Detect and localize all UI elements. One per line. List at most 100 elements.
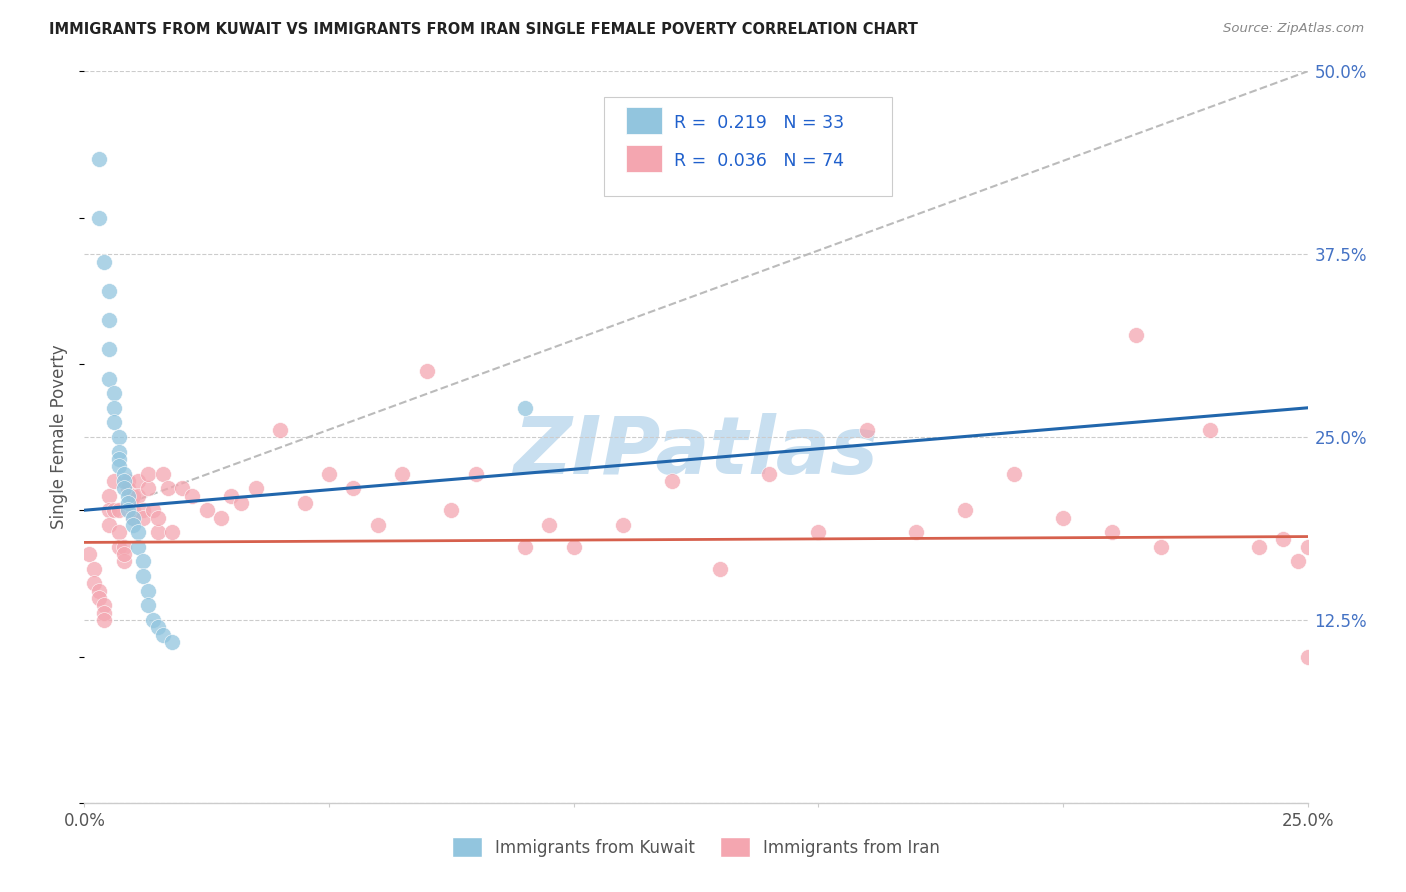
Point (127, 474, 149, 488)
Point (97, 371, 120, 385)
Point (103, 474, 125, 488)
Point (107, 459, 129, 474)
Point (162, 635, 184, 649)
FancyBboxPatch shape (626, 145, 662, 171)
Point (117, 474, 139, 488)
Point (122, 503, 145, 517)
Point (464, 467, 486, 481)
Point (112, 547, 135, 561)
Point (136, 481, 159, 495)
Point (294, 496, 316, 510)
Point (97, 489, 120, 503)
Point (107, 452, 129, 467)
Point (97, 284, 120, 298)
Point (142, 503, 165, 517)
Point (219, 489, 242, 503)
Point (513, 401, 536, 415)
Text: Source: ZipAtlas.com: Source: ZipAtlas.com (1223, 22, 1364, 36)
Point (209, 510, 232, 524)
Point (93, 599, 115, 613)
Point (172, 481, 194, 495)
Point (1296, 649, 1319, 664)
Point (122, 510, 145, 524)
Point (152, 467, 174, 481)
Point (122, 510, 145, 524)
Point (416, 364, 439, 378)
Point (152, 627, 174, 641)
Point (538, 517, 561, 532)
Point (856, 423, 879, 437)
Point (122, 489, 145, 503)
Point (107, 444, 129, 458)
Point (1198, 423, 1220, 437)
Point (1002, 467, 1025, 481)
Point (117, 481, 139, 495)
Point (562, 540, 585, 554)
Point (103, 416, 125, 430)
Point (146, 620, 169, 634)
Text: ZIPatlas: ZIPatlas (513, 413, 879, 491)
Point (146, 510, 169, 524)
Point (612, 517, 634, 532)
Point (953, 503, 976, 517)
Point (87, 591, 110, 605)
Point (117, 496, 139, 510)
Point (709, 562, 731, 576)
Point (77, 547, 100, 561)
Point (117, 489, 139, 503)
Point (112, 474, 135, 488)
Point (107, 540, 129, 554)
Point (112, 540, 135, 554)
Point (245, 481, 267, 495)
Point (127, 540, 149, 554)
Point (103, 386, 125, 401)
Point (146, 525, 169, 540)
Point (162, 525, 184, 540)
Point (1125, 327, 1147, 342)
Point (1296, 540, 1319, 554)
Point (112, 467, 135, 481)
Point (132, 510, 155, 524)
Point (905, 525, 928, 540)
Point (97, 343, 120, 357)
Y-axis label: Single Female Poverty: Single Female Poverty (51, 345, 69, 529)
Point (87, 583, 110, 598)
Point (136, 599, 159, 613)
Point (136, 467, 159, 481)
Legend: Immigrants from Kuwait, Immigrants from Iran: Immigrants from Kuwait, Immigrants from … (451, 838, 941, 856)
Point (136, 583, 159, 598)
Point (107, 503, 129, 517)
Point (127, 489, 149, 503)
Point (758, 467, 780, 481)
Point (87, 211, 110, 225)
Point (1286, 554, 1309, 568)
Point (87, 152, 110, 166)
Point (1272, 533, 1295, 547)
Point (97, 313, 120, 327)
Point (107, 525, 129, 540)
Point (391, 467, 413, 481)
Point (513, 540, 536, 554)
Point (132, 554, 155, 568)
Point (93, 254, 115, 268)
Point (103, 401, 125, 415)
Point (142, 613, 165, 627)
Point (807, 525, 830, 540)
Point (122, 517, 145, 532)
Point (440, 503, 463, 517)
Text: R =  0.219   N = 33: R = 0.219 N = 33 (673, 114, 844, 132)
FancyBboxPatch shape (626, 107, 662, 134)
FancyBboxPatch shape (605, 97, 891, 195)
Point (107, 430, 129, 444)
Point (661, 474, 683, 488)
Point (93, 606, 115, 620)
Point (1101, 525, 1123, 540)
Point (1052, 510, 1074, 524)
Point (132, 503, 155, 517)
Point (156, 481, 179, 495)
Point (83, 576, 105, 591)
Point (97, 517, 120, 532)
Point (93, 613, 115, 627)
Point (195, 503, 218, 517)
Point (127, 525, 149, 540)
